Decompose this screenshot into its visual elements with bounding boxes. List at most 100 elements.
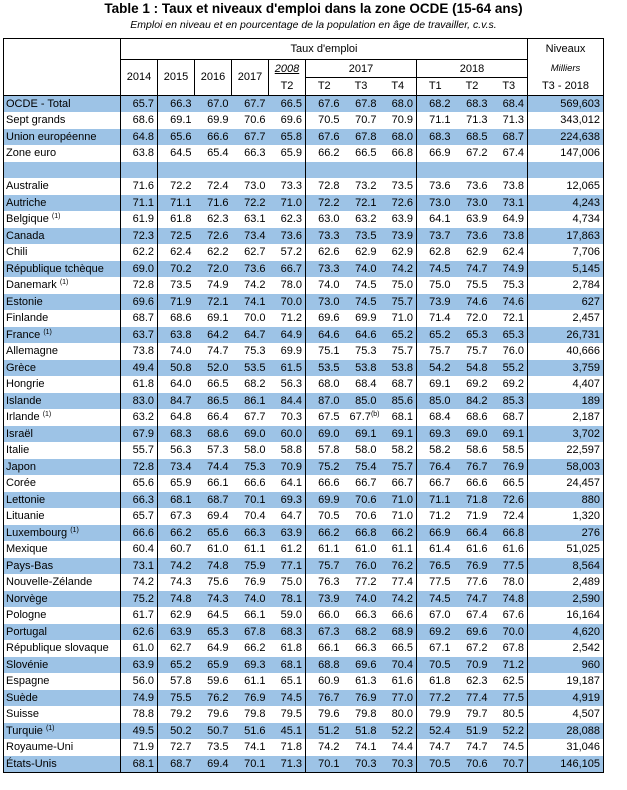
- level-cell: 8,564: [527, 557, 604, 574]
- level-cell: 19,187: [527, 673, 604, 690]
- rate-cell: 75.5: [466, 279, 488, 292]
- rate-cell: 71.4: [429, 312, 451, 325]
- rate-cell: 45.1: [268, 722, 306, 739]
- rate-cell: 61.1: [318, 543, 340, 556]
- rate-cell: 66.4: [453, 524, 491, 541]
- year-2018-quarters-header: 2018: [416, 59, 528, 78]
- rate-cell: 67.7: [231, 128, 269, 145]
- table-row: Portugal 62.6 63.9 65.3 67.8 68.3 67.3 68.2 68.9…: [3, 623, 604, 640]
- rate-cell: 73.1: [120, 557, 158, 574]
- rate-cell: 53.8: [379, 359, 417, 376]
- level-cell: 2,187: [527, 409, 604, 426]
- rate-cell: 67.7(b): [349, 411, 380, 424]
- rate-cell: 80.5: [490, 706, 528, 723]
- rate-cell: 74.2: [244, 279, 266, 292]
- rate-cell: 72.8: [318, 180, 340, 193]
- rate-cell: 69.0: [231, 425, 269, 442]
- country-name: Finlande: [3, 310, 121, 327]
- rate-cell: 73.0: [453, 194, 491, 211]
- rate-cell: 85.0: [342, 392, 380, 409]
- rate-cell: 76.0: [342, 557, 380, 574]
- level-cell: 4,407: [527, 376, 604, 393]
- level-cell: 51,025: [527, 541, 604, 558]
- rate-cell: 70.1: [231, 755, 269, 773]
- rate-cell: 65.2: [157, 656, 195, 673]
- rate-cell: 79.2: [170, 708, 192, 721]
- rate-cell: 71.1: [157, 194, 195, 211]
- rate-cell: 75.7: [379, 293, 417, 310]
- rate-cell: 71.0: [379, 508, 417, 525]
- rate-cell: 70.7: [355, 114, 377, 127]
- rate-cell: 73.2: [355, 180, 377, 193]
- footnote-marker: (1): [51, 213, 61, 221]
- rate-cell: 73.6: [466, 180, 488, 193]
- level-cell: 2,457: [527, 310, 604, 327]
- rate-cell: 50.8: [157, 359, 195, 376]
- level-cell: 4,734: [527, 211, 604, 228]
- rate-cell: 71.6: [194, 194, 232, 211]
- rate-cell: 72.2: [170, 180, 192, 193]
- rate-cell: 73.9: [379, 227, 417, 244]
- table-row: République tchèque 69.0 70.2 72.0 73.6 66.7 73…: [3, 260, 604, 277]
- country-name: [3, 161, 121, 178]
- country-name: Mexique: [3, 541, 121, 558]
- rate-cell: 72.8: [120, 277, 158, 294]
- rate-cell: 75.7: [305, 557, 343, 574]
- rate-cell: 75.3: [490, 277, 528, 294]
- country-name: Chili: [3, 244, 121, 261]
- rate-cell: 68.2: [416, 94, 454, 112]
- rate-cell: 53.5: [305, 359, 343, 376]
- year-2014-header: 2014: [120, 59, 158, 95]
- rate-cell: 51.6: [231, 722, 269, 739]
- rate-cell: 86.5: [194, 392, 232, 409]
- rate-cell: 66.6: [318, 477, 340, 490]
- rate-cell: 74.0: [231, 590, 269, 607]
- table-row: Islande 83.0 84.7 86.5 86.1 84.4 87.0 85.0 85.6 8…: [3, 392, 604, 409]
- rate-cell: 68.6: [170, 312, 192, 325]
- level-cell: 4,620: [527, 623, 604, 640]
- rate-cell: 66.5: [207, 378, 229, 391]
- rate-cell: 52.4: [416, 722, 454, 739]
- year-2008-header: 2008: [268, 59, 306, 78]
- rate-cell: 69.6: [342, 656, 380, 673]
- rate-cell: 85.0: [416, 392, 454, 409]
- rate-cell: 68.6: [120, 112, 158, 129]
- rate-cell: 72.2: [231, 194, 269, 211]
- rate-cell: 65.8: [268, 128, 306, 145]
- rate-cell: 70.3: [379, 755, 417, 773]
- rate-cell: 73.8: [490, 227, 528, 244]
- rate-cell: 69.1: [342, 425, 380, 442]
- rate-cell: 64.7: [231, 326, 269, 343]
- rate-cell: 75.7: [379, 343, 417, 360]
- year-2016-header: 2016: [194, 59, 232, 95]
- rate-cell: 63.2: [355, 213, 377, 226]
- rate-cell: 76.4: [416, 458, 454, 475]
- rate-cell: 69.6: [268, 112, 306, 129]
- rate-cell: 72.4: [207, 180, 229, 193]
- table-row: Danemark (1) 72.8 73.5 74.9 74.2 78.0 74.0 74.5…: [3, 277, 604, 294]
- rate-cell: 73.8: [490, 178, 528, 195]
- table-row: Estonie 69.6 71.9 72.1 74.1 70.0 73.0 74.5 75.7 7…: [3, 293, 604, 310]
- rate-cell: 67.8: [342, 128, 380, 145]
- country-name: Pologne: [3, 607, 121, 624]
- rate-cell: 65.7: [120, 94, 158, 112]
- rate-cell: 61.0: [355, 543, 377, 556]
- rate-cell: 70.3: [342, 755, 380, 773]
- table-row: OCDE - Total 65.7 66.3 67.0 67.7 66.5 67.6 67.8…: [3, 94, 604, 112]
- rate-cell: 72.6: [490, 491, 528, 508]
- level-cell: 22,597: [527, 442, 604, 459]
- footnote-marker: (1): [45, 724, 55, 732]
- rate-cell: 68.7: [490, 409, 528, 426]
- rate-cell: 66.6: [194, 128, 232, 145]
- quarter-header: T2: [453, 77, 491, 95]
- rate-cell: 68.1: [268, 656, 306, 673]
- rate-cell: 74.0: [342, 260, 380, 277]
- rate-cell: 65.2: [379, 326, 417, 343]
- rate-cell: 69.9: [305, 491, 343, 508]
- rate-cell: 68.1: [120, 755, 158, 773]
- table-subtitle: Emploi en niveau et en pourcentage de la…: [130, 19, 497, 31]
- levels-period: T3 - 2018: [527, 77, 604, 95]
- rate-cell: 75.0: [268, 574, 306, 591]
- rate-cell: 60.4: [120, 541, 158, 558]
- rate-cell: 74.2: [120, 574, 158, 591]
